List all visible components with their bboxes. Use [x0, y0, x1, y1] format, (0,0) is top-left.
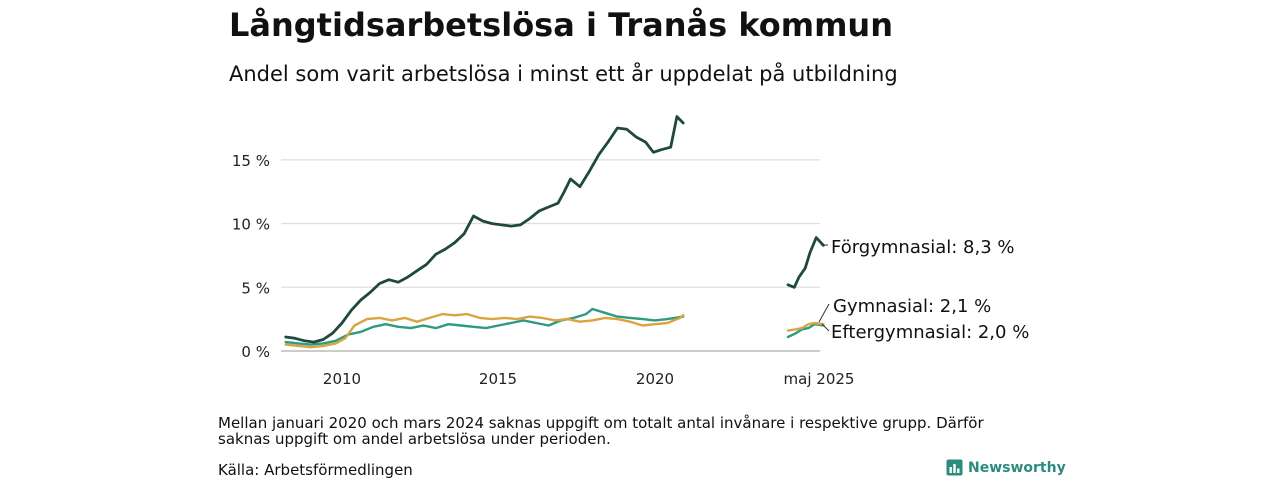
- y-tick-label: 5 %: [241, 279, 270, 297]
- brand-logo[interactable]: Newsworthy: [946, 459, 1066, 476]
- series-end-labels: Förgymnasial: 8,3 % Gymnasial: 2,1 % Efter…: [818, 237, 1029, 343]
- brand-name: Newsworthy: [968, 459, 1066, 476]
- series-line-förgymnasial: [284, 115, 685, 344]
- series-end-label: Gymnasial: 2,1 %: [833, 296, 991, 317]
- label-leader: [821, 323, 830, 332]
- gridlines: [281, 159, 820, 352]
- series-end-label: Förgymnasial: 8,3 %: [831, 237, 1015, 258]
- series-line-förgymnasial: [786, 236, 825, 289]
- x-tick-label: maj 2025: [784, 370, 855, 388]
- series-lines: [284, 115, 825, 349]
- series-line-gymnasial: [786, 321, 825, 332]
- series-line-eftergymnasial: [786, 323, 825, 339]
- series-line-eftergymnasial: [284, 307, 685, 346]
- footnote: Mellan januari 2020 och mars 2024 saknas…: [218, 414, 984, 448]
- chart-subtitle: Andel som varit arbetslösa i minst ett å…: [229, 62, 898, 86]
- line-chart: 0 % 5 % 10 % 15 % 2010 2015 2020 maj 2025 Förg…: [232, 115, 1029, 388]
- source-text: Källa: Arbetsförmedlingen: [218, 461, 413, 479]
- x-tick-label: 2015: [479, 370, 517, 388]
- y-tick-label: 10 %: [232, 216, 270, 234]
- series-end-label: Eftergymnasial: 2,0 %: [831, 322, 1029, 343]
- x-tick-label: 2020: [636, 370, 674, 388]
- chart-title: Långtidsarbetslösa i Tranås kommun: [229, 6, 893, 44]
- x-tick-label: 2010: [323, 370, 361, 388]
- y-tick-label: 0 %: [241, 343, 270, 361]
- y-tick-label: 15 %: [232, 152, 270, 170]
- series-line-gymnasial: [284, 312, 685, 349]
- x-axis-ticks: 2010 2015 2020 maj 2025: [323, 370, 855, 388]
- y-axis-ticks: 0 % 5 % 10 % 15 %: [232, 152, 270, 361]
- label-leader: [818, 303, 830, 323]
- bar-chart-icon: [946, 459, 963, 476]
